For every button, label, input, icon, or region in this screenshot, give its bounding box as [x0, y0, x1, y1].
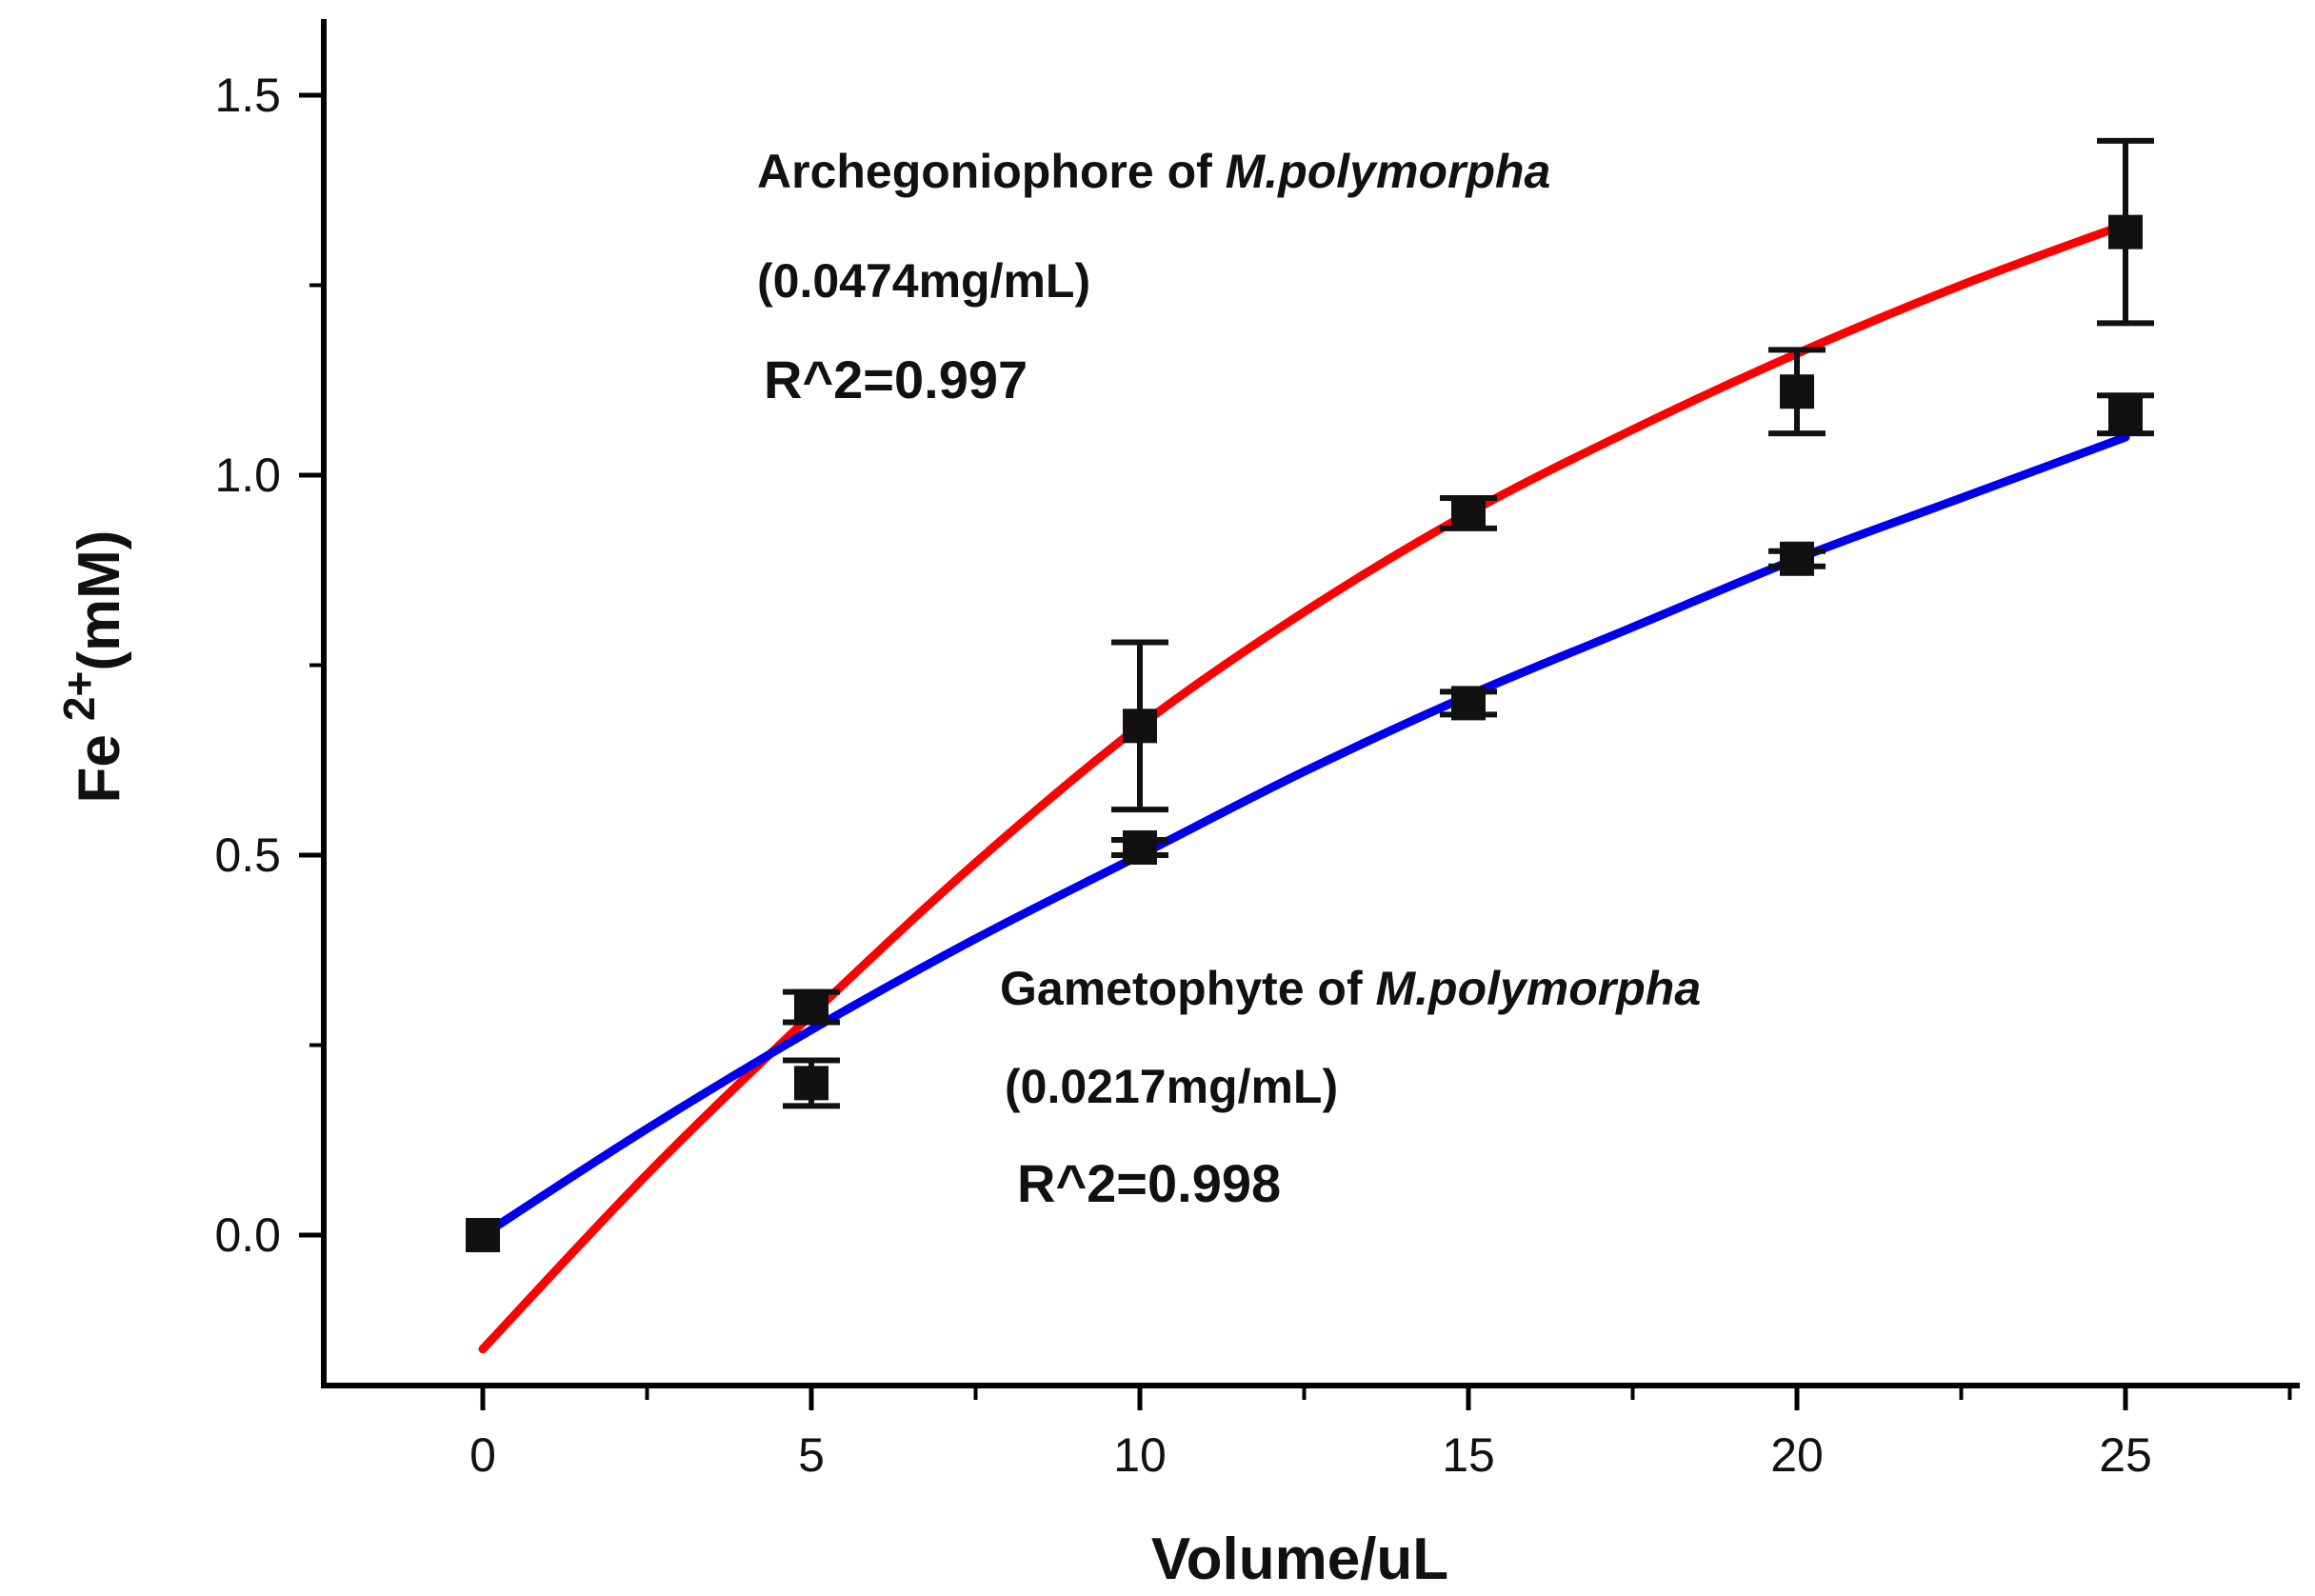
- annotation-gametophyte-name-prefix: Gametophyte of: [1000, 962, 1375, 1015]
- data-point-gametophyte: [1123, 830, 1157, 866]
- annotation-gametophyte-concentration: (0.0217mg/mL): [1005, 1060, 1338, 1113]
- fit-curve-archegoniophore: [478, 220, 2130, 1354]
- data-point-gametophyte: [1451, 686, 1486, 721]
- y-tick-label: 1.0: [214, 449, 281, 502]
- data-point-gametophyte: [2108, 397, 2143, 432]
- data-point-archegoniophore: [1123, 708, 1157, 744]
- data-point-gametophyte: [466, 1218, 500, 1252]
- svg-text:Fe2+(mM): Fe 2+(mM): [54, 530, 132, 804]
- axes: 0 5 10 15 20 25 0.0 0.5 1.0 1.5: [214, 19, 2300, 1482]
- x-tick-label: 0: [469, 1428, 496, 1482]
- data-points: [466, 137, 2154, 1252]
- annotation-gametophyte-title: Gametophyte of M.polymorpha: [1000, 962, 1701, 1015]
- data-point-archegoniophore: [1451, 495, 1486, 530]
- y-tick-label: 0.5: [214, 828, 281, 882]
- fit-curves: [478, 220, 2130, 1354]
- data-point-archegoniophore: [2108, 214, 2143, 249]
- y-tick-label: 1.5: [214, 69, 281, 122]
- x-tick-label: 5: [798, 1428, 825, 1482]
- annotation-archegoniophore-concentration: (0.0474mg/mL): [757, 254, 1090, 308]
- fit-curve-gametophyte: [478, 432, 2130, 1240]
- x-tick-label: 10: [1113, 1428, 1167, 1482]
- y-axis-title-sup: 2+: [54, 671, 104, 721]
- y-axis-title: Fe 2+(mM): [54, 530, 132, 804]
- x-tick-label: 25: [2099, 1428, 2152, 1482]
- data-point-gametophyte: [1780, 541, 1814, 576]
- data-point-gametophyte: [794, 1066, 828, 1101]
- annotation-gametophyte-name-italic: M.polymorpha: [1375, 962, 1701, 1015]
- x-axis-title: Volume/uL: [1151, 1526, 1448, 1592]
- annotation-gametophyte-r2: R^2=0.998: [1017, 1153, 1281, 1213]
- annotation-gametophyte: Gametophyte of M.polymorpha (0.0217mg/mL…: [1000, 962, 1701, 1213]
- x-tick-label: 20: [1770, 1428, 1824, 1482]
- y-axis-title-base: Fe: [67, 734, 132, 803]
- data-point-archegoniophore: [1780, 374, 1814, 409]
- annotation-archegoniophore-name-prefix: Archegoniophore of: [757, 145, 1226, 198]
- annotation-archegoniophore-name-italic: M.polymorpha: [1226, 145, 1551, 198]
- data-point-archegoniophore: [794, 989, 828, 1025]
- y-axis-title-unit: (mM): [67, 530, 132, 671]
- y-tick-label: 0.0: [214, 1208, 281, 1262]
- annotation-archegoniophore-r2: R^2=0.997: [764, 349, 1028, 409]
- annotation-archegoniophore-title: Archegoniophore of M.polymorpha: [757, 145, 1550, 198]
- x-tick-label: 15: [1442, 1428, 1495, 1482]
- annotation-archegoniophore: Archegoniophore of M.polymorpha (0.0474m…: [757, 145, 1550, 409]
